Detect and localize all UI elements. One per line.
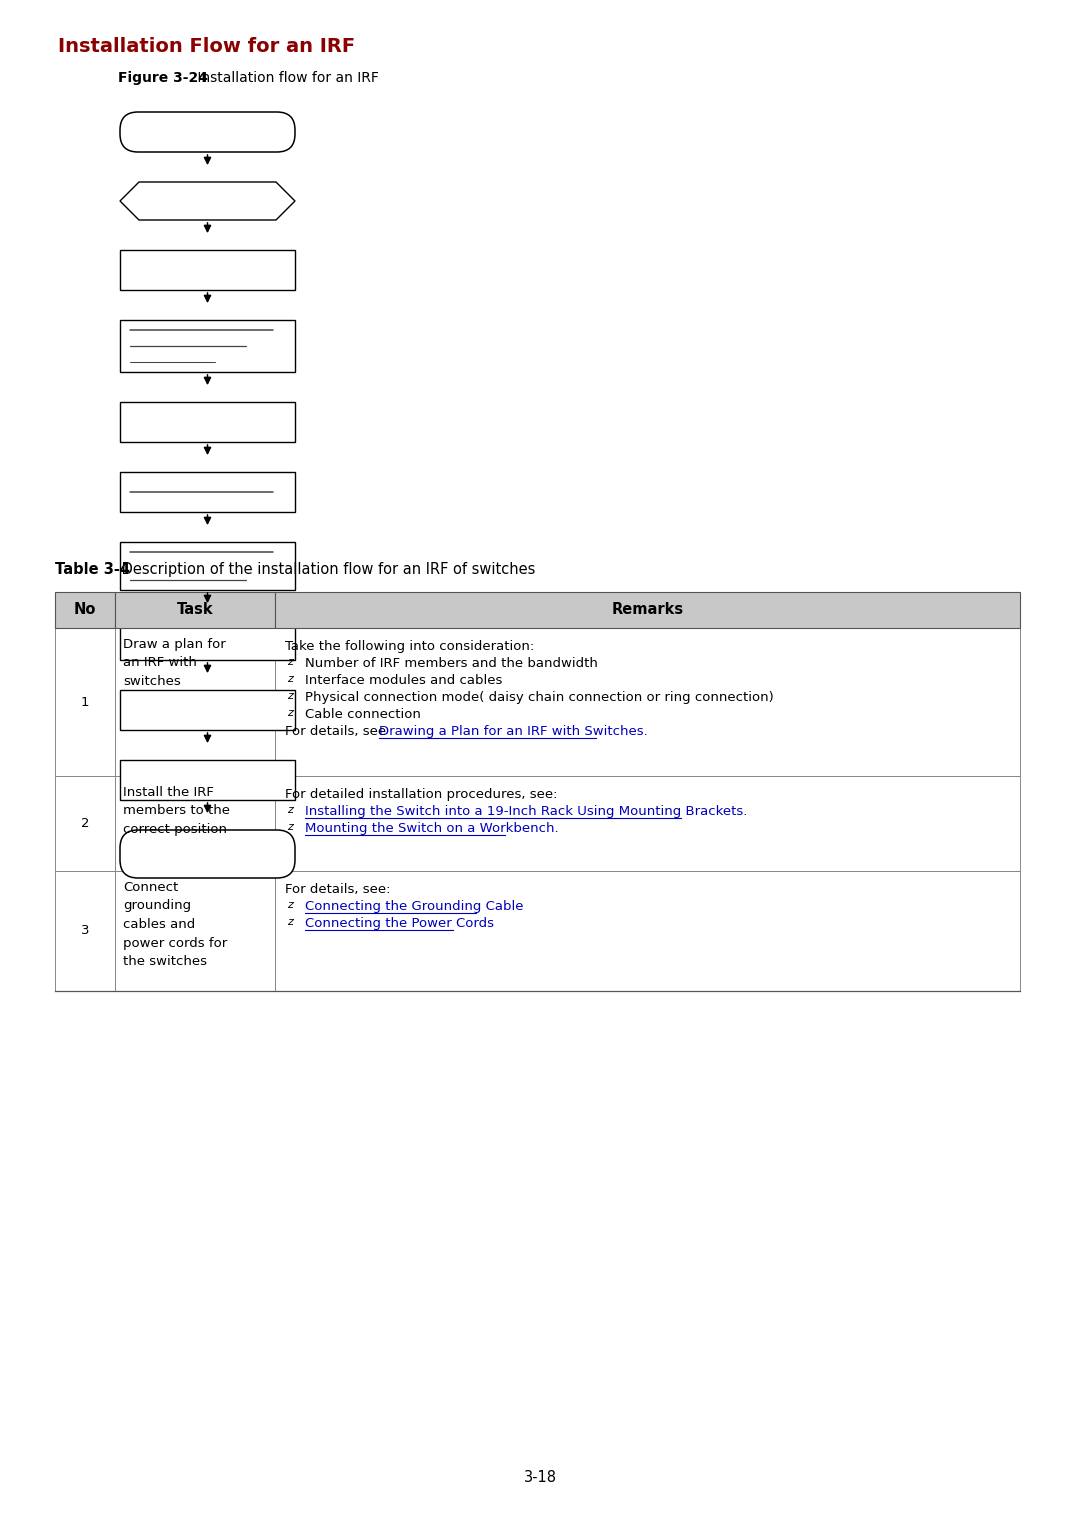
Text: Cable connection: Cable connection [305,709,421,721]
Bar [114,592,275,628]
Text: Physical connection mode( daisy chain connection or ring connection): Physical connection mode( daisy chain co… [305,692,773,704]
Text: For details, see:: For details, see: [285,883,391,896]
Text: Installing the Switch into a 19-Inch Rack Using Mounting Brackets.: Installing the Switch into a 19-Inch Rac… [305,805,747,818]
Text: Drawing a Plan for an IRF with Switches.: Drawing a Plan for an IRF with Switches. [379,725,648,738]
Text: 3-18: 3-18 [524,1471,556,1484]
FancyBboxPatch shape [120,831,295,878]
Bar [55,776,114,870]
FancyBboxPatch shape [120,111,295,153]
Bar [120,250,295,290]
Text: z: z [287,692,293,701]
Text: Installation Flow for an IRF: Installation Flow for an IRF [58,37,355,56]
Text: 3: 3 [81,924,90,938]
Text: For details, see: For details, see [285,725,390,738]
Bar [55,870,114,991]
Text: Interface modules and cables: Interface modules and cables [305,673,502,687]
Bar [120,472,295,512]
Text: Mounting the Switch on a Workbench.: Mounting the Switch on a Workbench. [305,822,558,835]
Text: No: No [73,603,96,617]
Polygon shape [120,182,295,220]
Text: Install the IRF
members to the
correct position: Install the IRF members to the correct p… [123,786,230,835]
Bar [120,690,295,730]
Bar [120,402,295,441]
Text: z: z [287,918,293,927]
Text: 1: 1 [81,695,90,709]
Text: For detailed installation procedures, see:: For detailed installation procedures, se… [285,788,557,802]
Text: z: z [287,805,293,815]
Text: Connecting the Power Cords: Connecting the Power Cords [305,918,494,930]
Text: Connecting the Grounding Cable: Connecting the Grounding Cable [305,899,524,913]
Text: z: z [287,657,293,667]
Text: 2: 2 [81,817,90,831]
Text: Draw a plan for
an IRF with
switches: Draw a plan for an IRF with switches [123,638,226,689]
Text: Figure 3-24: Figure 3-24 [118,70,208,86]
Text: Table 3-4: Table 3-4 [55,562,130,577]
Bar [120,542,295,589]
Bar [120,760,295,800]
Text: Remarks: Remarks [611,603,684,617]
Bar [114,776,275,870]
Bar [114,870,275,991]
Text: Connect
grounding
cables and
power cords for
the switches: Connect grounding cables and power cords… [123,881,227,968]
Bar [120,620,295,660]
Bar [55,592,114,628]
Text: Installation flow for an IRF: Installation flow for an IRF [193,70,379,86]
Text: Take the following into consideration:: Take the following into consideration: [285,640,535,654]
Text: Task: Task [177,603,214,617]
Bar [275,776,1020,870]
Text: z: z [287,673,293,684]
Bar [275,592,1020,628]
Bar [120,321,295,373]
Bar [55,628,114,776]
Bar [275,870,1020,991]
Bar [275,628,1020,776]
Bar [114,628,275,776]
Text: Description of the installation flow for an IRF of switches: Description of the installation flow for… [117,562,536,577]
Text: z: z [287,822,293,832]
Text: z: z [287,709,293,718]
Text: Number of IRF members and the bandwidth: Number of IRF members and the bandwidth [305,657,598,670]
Text: z: z [287,899,293,910]
